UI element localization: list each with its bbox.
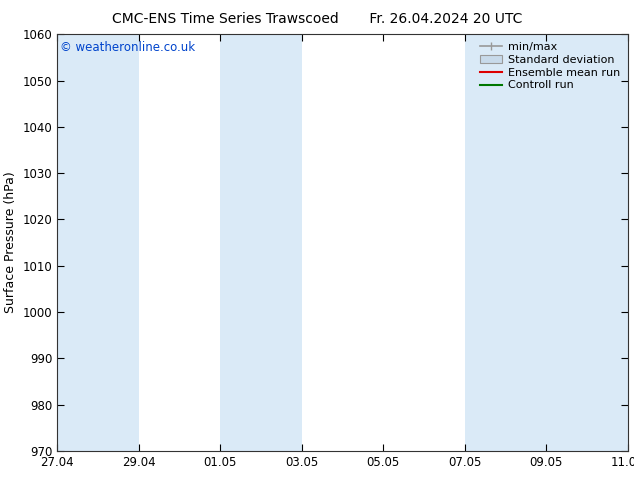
Legend: min/max, Standard deviation, Ensemble mean run, Controll run: min/max, Standard deviation, Ensemble me… — [477, 40, 622, 93]
Bar — [220, 34, 302, 451]
Bar — [465, 34, 546, 451]
Text: © weatheronline.co.uk: © weatheronline.co.uk — [60, 41, 195, 53]
Y-axis label: Surface Pressure (hPa): Surface Pressure (hPa) — [4, 172, 17, 314]
Text: CMC-ENS Time Series Trawscoed       Fr. 26.04.2024 20 UTC: CMC-ENS Time Series Trawscoed Fr. 26.04.… — [112, 12, 522, 26]
Bar — [57, 34, 139, 451]
Bar — [546, 34, 628, 451]
